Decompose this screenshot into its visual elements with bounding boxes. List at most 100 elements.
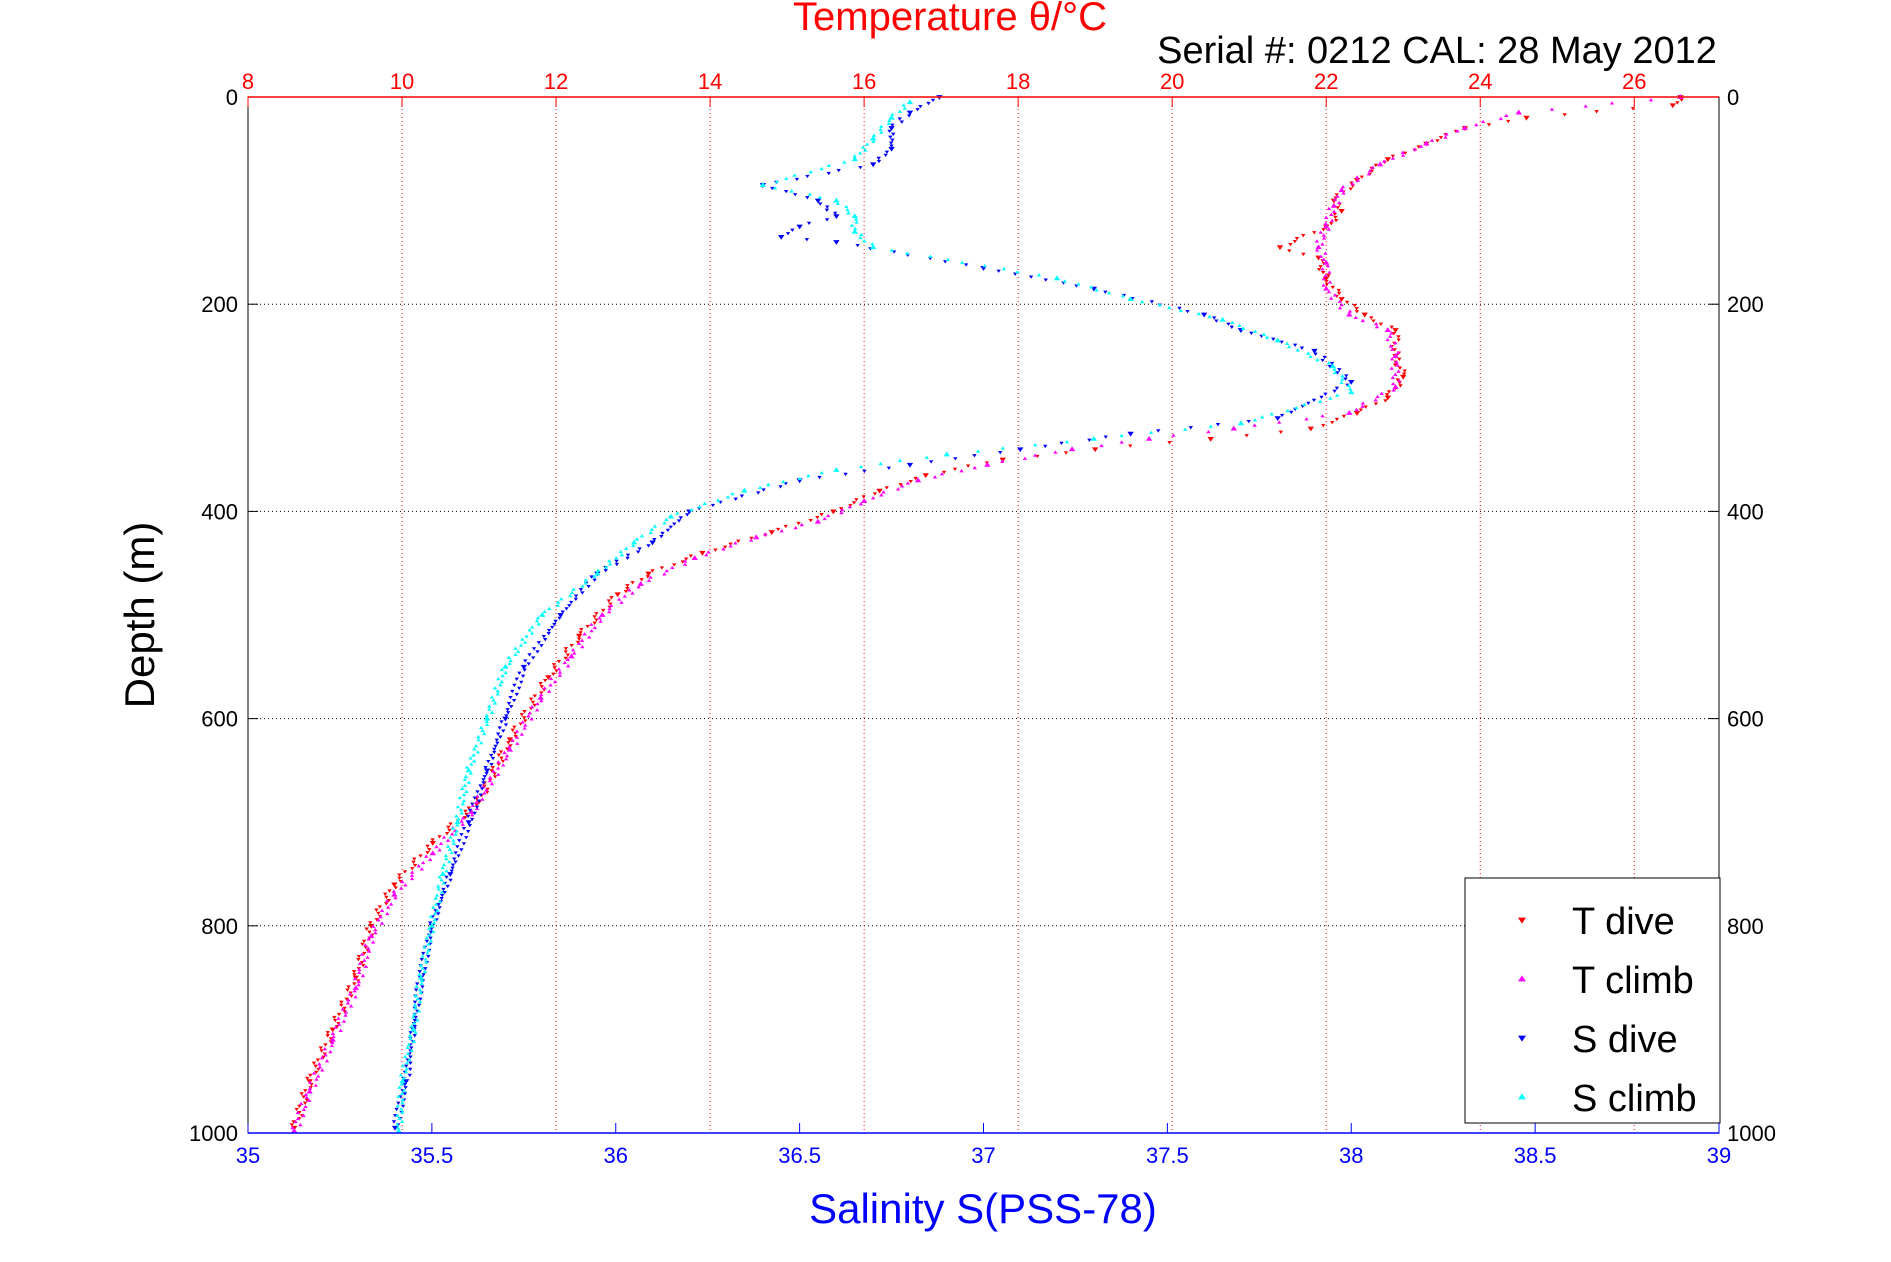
data-point: [846, 211, 851, 215]
data-point: [422, 945, 427, 949]
data-point: [368, 933, 375, 939]
data-point: [1385, 337, 1390, 342]
data-point: [1675, 101, 1680, 105]
data-point: [607, 559, 612, 563]
data-point: [404, 1060, 410, 1065]
data-point: [461, 826, 467, 831]
data-point: [492, 775, 498, 779]
data-point: [1324, 279, 1329, 284]
data-point: [523, 659, 528, 663]
data-point: [385, 911, 390, 916]
data-point: [906, 114, 912, 118]
data-point: [891, 132, 896, 136]
data-point: [1398, 384, 1403, 388]
data-point: [1059, 441, 1064, 446]
data-point: [763, 532, 768, 536]
data-point: [424, 854, 429, 858]
data-point: [1253, 329, 1258, 333]
data-point: [1338, 209, 1345, 214]
data-point: [511, 698, 517, 703]
data-point: [1252, 418, 1258, 422]
data-point: [1669, 103, 1676, 109]
data-point: [309, 1082, 314, 1087]
data-point: [1237, 323, 1242, 327]
data-point: [1335, 206, 1341, 210]
data-point: [464, 789, 469, 794]
data-point: [476, 734, 481, 739]
data-point: [459, 833, 464, 837]
data-point: [887, 129, 892, 134]
data-point: [307, 1086, 313, 1090]
data-point: [363, 964, 369, 968]
data-point: [1390, 156, 1396, 160]
data-point: [455, 845, 460, 849]
data-point: [397, 1116, 402, 1120]
data-point: [1395, 363, 1400, 367]
data-point: [408, 1061, 413, 1065]
data-point: [579, 638, 585, 642]
data-point: [645, 571, 652, 577]
data-point: [1337, 299, 1342, 303]
data-point: [952, 467, 958, 471]
data-point: [443, 856, 449, 861]
data-point: [418, 963, 424, 967]
data-point: [1311, 348, 1318, 354]
data-point: [578, 588, 584, 592]
data-point: [449, 869, 454, 873]
data-point: [464, 765, 470, 769]
data-point: [670, 565, 675, 570]
data-point: [531, 647, 537, 651]
data-point: [784, 176, 789, 180]
data-point: [1328, 396, 1333, 400]
data-point: [876, 159, 882, 164]
data-point: [625, 587, 630, 591]
data-point: [587, 635, 592, 639]
data-point: [397, 876, 402, 880]
data-point: [395, 1125, 401, 1130]
data-point: [1068, 446, 1076, 452]
data-point: [520, 720, 525, 724]
data-point: [539, 644, 544, 648]
data-point: [1103, 290, 1108, 294]
data-point: [1323, 285, 1330, 291]
data-point: [303, 1089, 308, 1093]
data-point: [352, 973, 357, 977]
data-point: [906, 110, 914, 116]
data-point: [1177, 306, 1182, 311]
data-point: [384, 902, 389, 906]
data-point: [1355, 178, 1361, 182]
data-point: [1301, 234, 1306, 238]
data-point: [1438, 136, 1444, 140]
data-point: [352, 982, 357, 986]
data-point: [487, 775, 493, 779]
data-point: [1318, 254, 1324, 258]
data-point: [761, 488, 766, 492]
data-point: [1461, 125, 1469, 130]
data-point: [664, 517, 669, 522]
data-point: [730, 491, 735, 496]
data-point: [499, 756, 504, 760]
data-point: [515, 649, 521, 653]
data-point: [901, 103, 906, 107]
data-point: [468, 808, 475, 814]
data-point: [1330, 285, 1336, 290]
data-point: [562, 660, 568, 665]
data-point: [886, 121, 891, 125]
data-point: [336, 1012, 342, 1017]
data-point: [965, 464, 971, 468]
data-point: [883, 153, 888, 157]
data-point: [998, 451, 1003, 455]
data-point: [306, 1088, 313, 1094]
data-point: [345, 1001, 351, 1005]
data-point: [417, 987, 423, 992]
data-point: [649, 527, 654, 531]
data-point: [1148, 430, 1154, 434]
data-point: [486, 759, 491, 764]
data-point: [603, 565, 609, 569]
data-point: [475, 790, 480, 794]
data-point: [480, 728, 485, 733]
data-point: [833, 211, 838, 216]
data-point: [1128, 444, 1133, 448]
data-point: [1022, 456, 1028, 460]
data-point: [307, 1098, 312, 1102]
